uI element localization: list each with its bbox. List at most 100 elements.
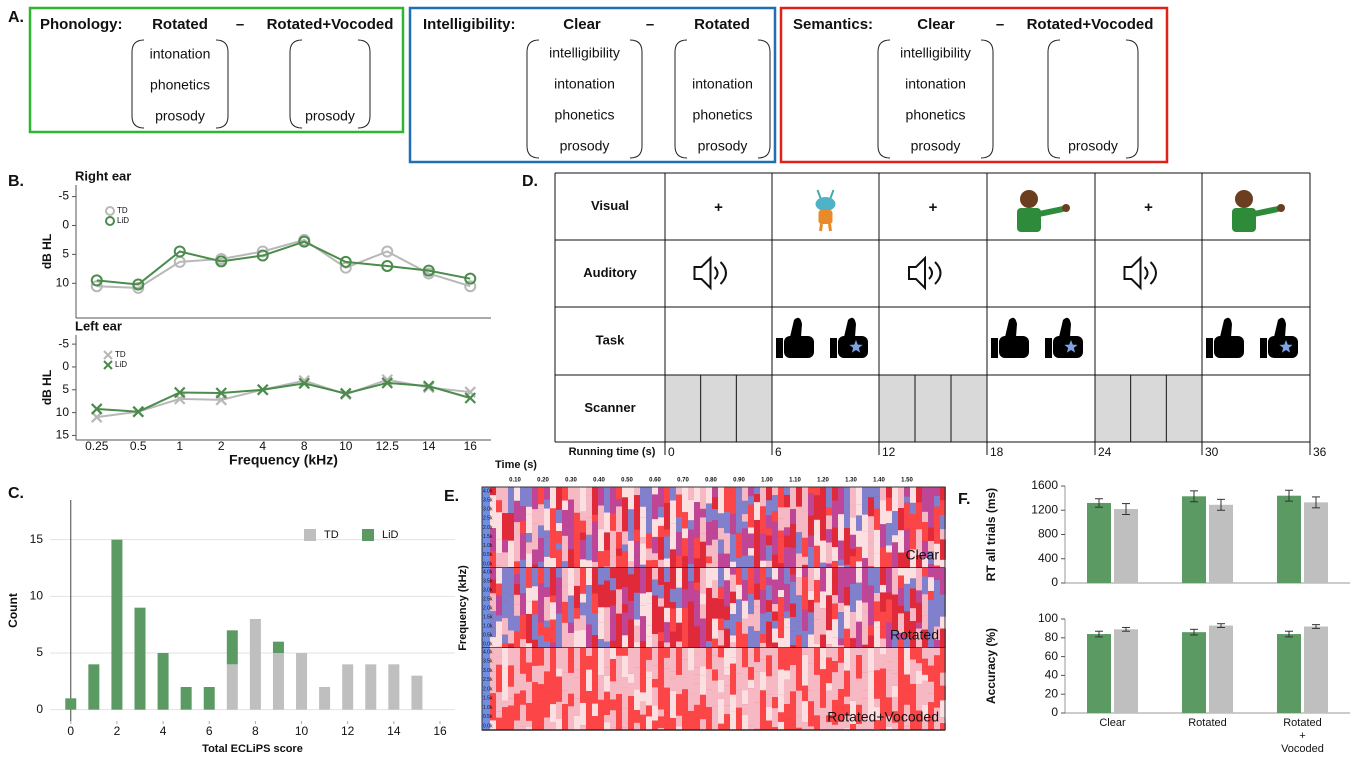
spectrogram-cell <box>604 642 610 648</box>
spectrogram-cell <box>682 589 688 608</box>
spectrogram-cell <box>622 656 628 678</box>
spectrogram-cell <box>868 516 874 543</box>
spectrogram-cell <box>526 601 532 614</box>
spectrogram-cell <box>754 648 760 662</box>
spectrogram-cell <box>610 556 616 568</box>
spectrogram-cell <box>670 632 676 648</box>
spectrogram-cell <box>880 592 886 611</box>
bar <box>273 653 284 710</box>
spectrogram-cell <box>634 509 640 523</box>
spectrogram-cell <box>802 538 808 557</box>
spectrogram-cell <box>586 568 592 585</box>
spectrogram-cell <box>550 576 556 596</box>
sound-wave <box>1151 262 1157 284</box>
spectrogram-cell <box>802 512 808 538</box>
spectrogram-cell <box>748 712 754 726</box>
spectrogram-cell <box>496 621 502 646</box>
spectrogram-cell <box>766 577 772 585</box>
spectrogram-cell <box>868 625 874 635</box>
head <box>1235 190 1253 208</box>
spectrogram-cell <box>922 522 928 541</box>
spectrogram-cell <box>862 690 868 698</box>
time-tick-label: 1.30 <box>845 478 857 484</box>
legend-label: TD <box>324 529 339 541</box>
spectrogram-cell <box>610 606 616 621</box>
spectrogram-cell <box>790 524 796 548</box>
spectrogram-cell <box>574 619 580 631</box>
spectrogram-cell <box>718 648 724 657</box>
legend-item: LiD <box>106 216 129 225</box>
spectrogram-cell <box>526 648 532 663</box>
spectrogram-cell <box>814 620 820 644</box>
spectrogram-cell <box>772 604 778 611</box>
spectrogram-cell <box>640 715 646 728</box>
spectrogram-cell <box>538 648 544 666</box>
feature: intonation <box>692 76 753 92</box>
spectrogram-cell <box>700 711 706 719</box>
spectrogram-cell <box>802 631 808 648</box>
spectrogram-cell <box>604 635 610 642</box>
spectrogram-cell <box>604 648 610 668</box>
antenna <box>818 190 821 198</box>
spectrogram-cell <box>610 568 616 578</box>
spectrogram-cell <box>544 692 550 718</box>
spectrogram-cell <box>514 561 520 568</box>
spectrogram-cell <box>694 529 700 538</box>
spectrogram-cell <box>706 689 712 707</box>
spectrogram-cell <box>688 487 694 500</box>
spectrogram-cell <box>928 568 934 577</box>
thumbs-up-icon <box>1206 318 1244 358</box>
spectrogram-cell <box>814 495 820 519</box>
spectrogram-cell <box>592 716 598 730</box>
spectrogram-cell <box>622 677 628 688</box>
spectrogram-cell <box>892 487 898 511</box>
spectrogram-cell <box>664 608 670 622</box>
spectrogram-cell <box>694 648 700 655</box>
spectrogram-cell <box>592 487 598 515</box>
spectrogram-cell <box>796 691 802 716</box>
spectrogram-cell <box>622 708 628 727</box>
spectrogram-cell <box>640 543 646 564</box>
spectrogram-cell <box>808 487 814 493</box>
spectrogram-cell <box>718 528 724 540</box>
bar <box>1209 626 1233 713</box>
spectrogram-cell <box>730 643 736 648</box>
spectrogram-cell <box>820 591 826 608</box>
box-title: Semantics: <box>793 16 873 33</box>
x-axis-label: Total ECLiPS score <box>202 743 303 755</box>
spectrogram-cell <box>700 619 706 646</box>
spectrogram-cell <box>790 582 796 604</box>
x-tick-label: 16 <box>433 724 447 738</box>
leg <box>821 224 822 231</box>
spectrogram-cell <box>670 608 676 631</box>
spectrogram-cell <box>922 568 928 576</box>
spectrogram-cell <box>682 697 688 721</box>
spectrogram-cell <box>808 664 814 691</box>
spectrogram-cell <box>706 641 712 648</box>
x-tick-label: 6 <box>206 724 213 738</box>
y-tick-label: 40 <box>1045 668 1059 682</box>
legend-item: TD <box>104 350 126 359</box>
spectrogram-cell <box>520 648 526 674</box>
spectrogram-cell <box>682 630 688 648</box>
spectrogram-cell <box>922 659 928 675</box>
spectrogram-cell <box>766 545 772 560</box>
spectrogram-cell <box>628 713 634 728</box>
spectrogram-cell <box>676 487 682 495</box>
feature: prosody <box>560 138 610 154</box>
spectrogram-cell <box>826 630 832 644</box>
spectrogram-cell <box>640 675 646 692</box>
spectrogram-cell <box>754 631 760 648</box>
spectrogram-cell <box>748 487 754 496</box>
spectrogram-cell <box>526 633 532 643</box>
spectrogram-cell <box>748 548 754 556</box>
spectrogram-cell <box>496 692 502 711</box>
spectrogram-cell <box>508 596 514 612</box>
spectrogram-cell <box>724 636 730 648</box>
spectrogram-cell <box>904 611 910 619</box>
spectrogram-cell <box>592 648 598 671</box>
spectrogram-cell <box>646 487 652 509</box>
spectrogram-cell <box>742 501 748 514</box>
spectrogram-cell <box>592 521 598 546</box>
freq-tick-label: 2.0k <box>483 525 493 531</box>
